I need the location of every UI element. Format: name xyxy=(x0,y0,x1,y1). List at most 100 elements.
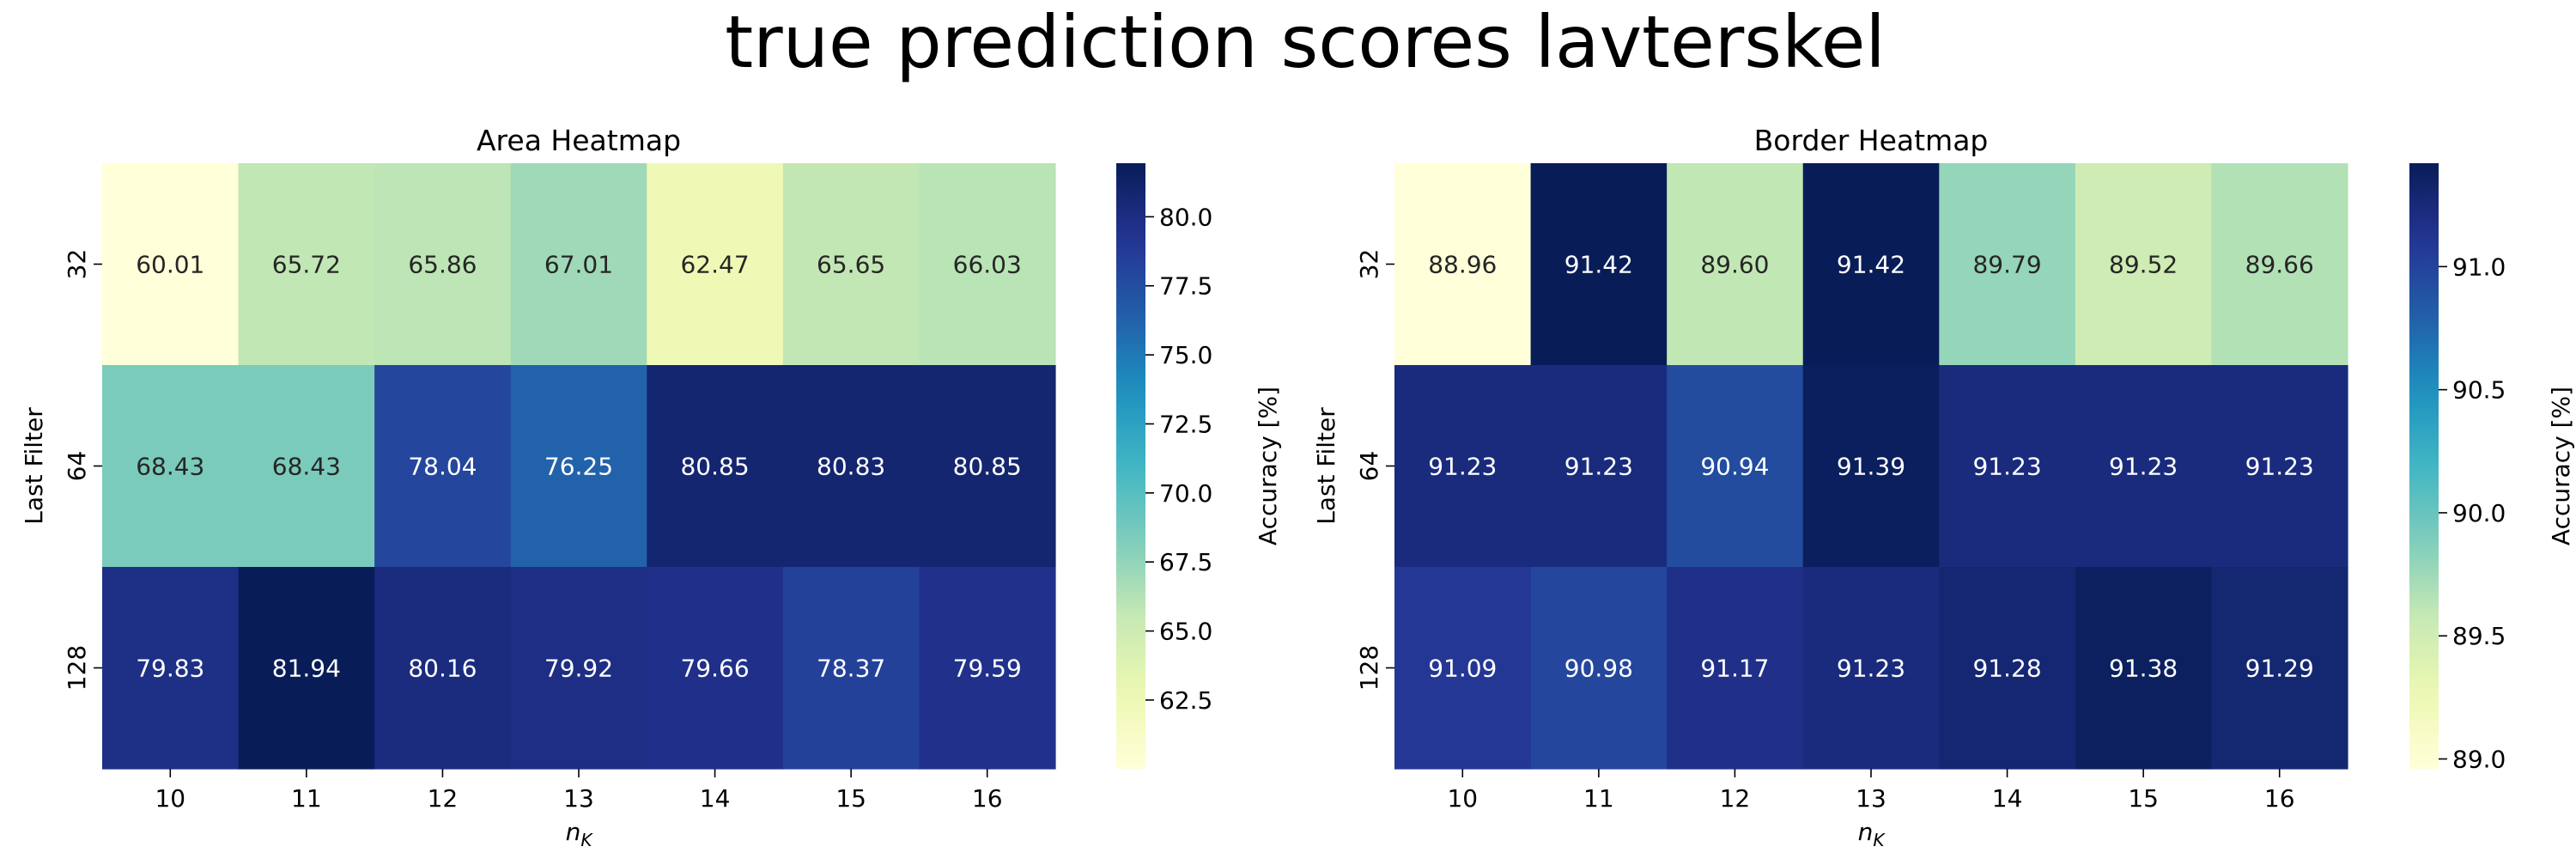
colorbar-tick-label: 70.0 xyxy=(1159,479,1212,508)
heatmap-cell xyxy=(102,567,240,770)
heatmap-cell xyxy=(1394,163,1532,366)
heatmap-cell xyxy=(1667,163,1804,366)
cell-value-label: 65.86 xyxy=(408,251,477,279)
heatmap-cell xyxy=(782,365,920,568)
colorbar-tick-label: 89.0 xyxy=(2452,746,2506,774)
figure-title: true prediction scores lavterskel xyxy=(725,0,1886,84)
heatmap-title: Area Heatmap xyxy=(477,124,681,157)
colorbar xyxy=(2409,163,2439,769)
heatmap-cell xyxy=(2075,163,2213,366)
cell-value-label: 79.92 xyxy=(544,655,613,683)
heatmap-cell xyxy=(1530,163,1668,366)
colorbar-label: Accuracy [%] xyxy=(2547,387,2575,545)
heatmap-cell xyxy=(1802,567,1940,770)
x-tick-label: 12 xyxy=(428,784,459,813)
cell-value-label: 76.25 xyxy=(544,453,613,481)
cell-value-label: 91.23 xyxy=(1564,453,1633,481)
cell-value-label: 90.94 xyxy=(1700,453,1769,481)
x-axis-label: nK xyxy=(566,818,594,850)
y-tick-label: 128 xyxy=(63,645,91,691)
cell-value-label: 91.23 xyxy=(2245,453,2314,481)
x-axis-label: nK xyxy=(1858,818,1886,850)
colorbar-tick-label: 67.5 xyxy=(1159,548,1212,576)
y-axis-label: Last Filter xyxy=(1312,407,1340,525)
heatmap-cell xyxy=(374,567,512,770)
x-tick-label: 16 xyxy=(2264,784,2295,813)
y-tick-label: 128 xyxy=(1355,645,1383,691)
heatmap-cell xyxy=(1667,365,1804,568)
heatmap-cell xyxy=(1939,365,2076,568)
x-tick-label: 12 xyxy=(1720,784,1751,813)
cell-value-label: 91.23 xyxy=(1972,453,2041,481)
heatmap-cell xyxy=(647,567,784,770)
heatmap-cell xyxy=(1802,163,1940,366)
x-tick-label: 14 xyxy=(700,784,731,813)
colorbar-tick-label: 77.5 xyxy=(1159,272,1212,301)
y-tick-label: 64 xyxy=(63,451,91,482)
x-tick-label: 10 xyxy=(155,784,185,813)
heatmap-cell xyxy=(647,365,784,568)
heatmap-cell xyxy=(510,163,647,366)
cell-value-label: 80.83 xyxy=(817,453,885,481)
cell-value-label: 89.60 xyxy=(1700,251,1769,279)
heatmap-cell xyxy=(782,567,920,770)
colorbar-tick-label: 90.0 xyxy=(2452,499,2506,527)
heatmap-cell xyxy=(919,567,1056,770)
colorbar-tick-label: 72.5 xyxy=(1159,410,1212,438)
heatmap-cell xyxy=(1939,163,2076,366)
x-axis-label-sub: K xyxy=(580,830,593,850)
cell-value-label: 91.23 xyxy=(1837,655,1905,683)
cell-value-label: 89.79 xyxy=(1972,251,2041,279)
cell-value-label: 78.04 xyxy=(408,453,477,481)
x-tick-label: 16 xyxy=(972,784,1003,813)
x-axis-label-main: n xyxy=(1858,818,1874,846)
x-axis-label-sub: K xyxy=(1873,830,1886,850)
heatmap-cell xyxy=(1530,567,1668,770)
cell-value-label: 91.29 xyxy=(2245,655,2314,683)
heatmap-cell xyxy=(374,365,512,568)
cell-value-label: 62.47 xyxy=(680,251,749,279)
border-heatmap-panel: Border Heatmap 88.96 91.42 89.60 91.42 89.79 8… xyxy=(1312,124,2575,850)
heatmap-cell xyxy=(2075,365,2213,568)
colorbar-tick-label: 90.5 xyxy=(2452,376,2506,405)
cell-value-label: 88.96 xyxy=(1428,251,1497,279)
heatmap-cell xyxy=(919,365,1056,568)
y-tick-label: 64 xyxy=(1355,451,1383,482)
x-axis-label-main: n xyxy=(566,818,581,846)
colorbar-label: Accuracy [%] xyxy=(1254,387,1282,545)
heatmap-cell xyxy=(510,365,647,568)
cell-value-label: 91.09 xyxy=(1428,655,1497,683)
heatmap-cell xyxy=(510,567,647,770)
heatmap-cell xyxy=(919,163,1056,366)
x-tick-label: 15 xyxy=(2128,784,2159,813)
cell-value-label: 65.72 xyxy=(272,251,341,279)
x-tick-label: 14 xyxy=(1992,784,2023,813)
heatmap-cell xyxy=(238,567,375,770)
cell-value-label: 91.38 xyxy=(2109,655,2178,683)
cell-value-label: 91.17 xyxy=(1700,655,1769,683)
colorbar-tick-label: 75.0 xyxy=(1159,341,1212,369)
cell-value-label: 80.85 xyxy=(953,453,1022,481)
cell-value-label: 91.23 xyxy=(2109,453,2178,481)
x-tick-label: 15 xyxy=(835,784,866,813)
heatmap-cell xyxy=(1530,365,1668,568)
heatmap-cell xyxy=(1802,365,1940,568)
colorbar-tick-label: 91.0 xyxy=(2452,253,2506,281)
heatmap-cell xyxy=(782,163,920,366)
cell-value-label: 60.01 xyxy=(136,251,204,279)
cell-value-label: 91.42 xyxy=(1564,251,1633,279)
colorbar-tick-label: 65.0 xyxy=(1159,618,1212,646)
cell-value-label: 91.28 xyxy=(1972,655,2041,683)
cell-value-label: 68.43 xyxy=(136,453,204,481)
cell-value-label: 81.94 xyxy=(272,655,341,683)
cell-value-label: 78.37 xyxy=(817,655,885,683)
cell-value-label: 67.01 xyxy=(544,251,613,279)
colorbar-tick-label: 89.5 xyxy=(2452,622,2506,650)
cell-value-label: 79.83 xyxy=(136,655,204,683)
cell-value-label: 66.03 xyxy=(953,251,1022,279)
colorbar-tick-label: 62.5 xyxy=(1159,686,1212,715)
colorbar-tick-label: 80.0 xyxy=(1159,203,1212,231)
heatmap-cell xyxy=(647,163,784,366)
cell-value-label: 91.42 xyxy=(1837,251,1905,279)
